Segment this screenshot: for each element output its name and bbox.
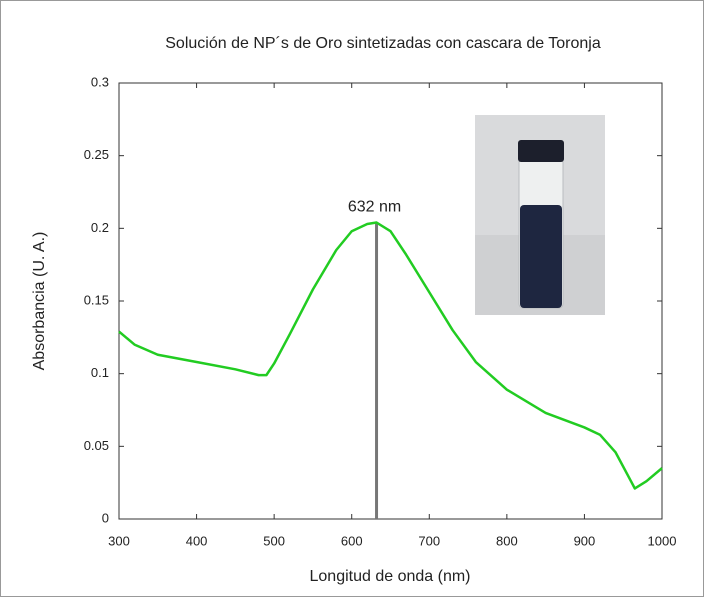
x-tick-label: 400 [186,533,208,548]
x-tick-label: 700 [418,533,440,548]
x-axis-label: Longitud de onda (nm) [310,568,471,585]
x-tick-label: 300 [108,533,130,548]
y-tick-label: 0.05 [84,438,109,453]
x-tick-label: 600 [341,533,363,548]
y-tick-label: 0.3 [91,74,109,89]
y-axis-label: Absorbancia (U. A.) [31,232,48,371]
chart-title: Solución de NP´s de Oro sintetizadas con… [165,35,601,52]
x-tick-label: 1000 [648,533,677,548]
x-tick-label: 800 [496,533,518,548]
line-series [118,221,663,490]
y-tick-label: 0.15 [84,292,109,307]
x-tick-label: 900 [574,533,596,548]
y-tick-label: 0 [102,510,109,525]
y-tick-label: 0.1 [91,365,109,380]
inset-photo [475,115,605,315]
annotation-label: 632 nm [348,199,401,216]
y-tick-label: 0.25 [84,147,109,162]
x-tick-label: 500 [263,533,285,548]
y-tick-label: 0.2 [91,220,109,235]
